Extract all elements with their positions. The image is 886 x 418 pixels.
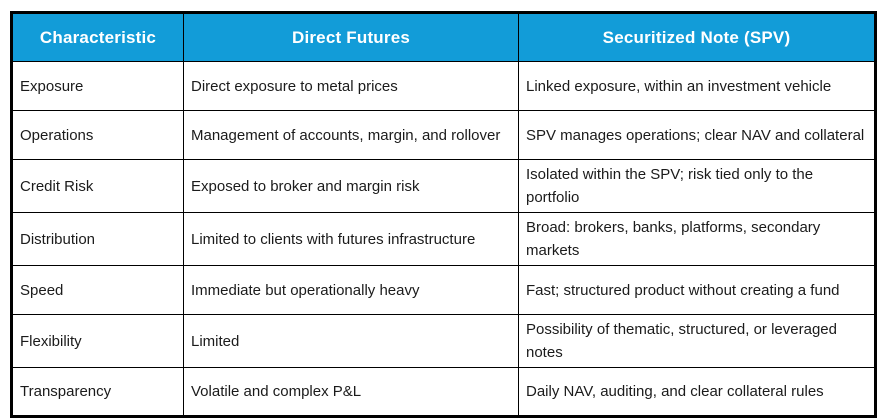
cell-characteristic: Distribution	[11, 212, 184, 266]
cell-direct-futures: Limited	[183, 314, 519, 368]
cell-securitized-note: Isolated within the SPV; risk tied only …	[518, 159, 876, 213]
cell-characteristic: Exposure	[11, 61, 184, 111]
header-cell-direct-futures: Direct Futures	[183, 12, 519, 62]
cell-characteristic: Speed	[11, 265, 184, 315]
header-cell-characteristic: Characteristic	[11, 12, 184, 62]
header-row: Characteristic Direct Futures Securitize…	[11, 12, 876, 62]
cell-direct-futures: Limited to clients with futures infrastr…	[183, 212, 519, 266]
comparison-table-container: Characteristic Direct Futures Securitize…	[10, 11, 877, 418]
table-row: Distribution Limited to clients with futu…	[11, 212, 876, 266]
table-row: Exposure Direct exposure to metal prices L…	[11, 61, 876, 111]
table-body: Exposure Direct exposure to metal prices L…	[11, 61, 876, 417]
table-row: Speed Immediate but operationally heavy Fa…	[11, 265, 876, 315]
comparison-table: Characteristic Direct Futures Securitize…	[10, 11, 877, 418]
cell-direct-futures: Immediate but operationally heavy	[183, 265, 519, 315]
cell-characteristic: Flexibility	[11, 314, 184, 368]
cell-securitized-note: Daily NAV, auditing, and clear collatera…	[518, 367, 876, 417]
cell-securitized-note: Linked exposure, within an investment ve…	[518, 61, 876, 111]
cell-direct-futures: Volatile and complex P&L	[183, 367, 519, 417]
cell-characteristic: Transparency	[11, 367, 184, 417]
table-row: Credit Risk Exposed to broker and margin …	[11, 159, 876, 213]
cell-characteristic: Credit Risk	[11, 159, 184, 213]
cell-direct-futures: Direct exposure to metal prices	[183, 61, 519, 111]
cell-direct-futures: Management of accounts, margin, and roll…	[183, 110, 519, 160]
table-header: Characteristic Direct Futures Securitize…	[11, 12, 876, 62]
table-row: Flexibility Limited Possibility of themati…	[11, 314, 876, 368]
cell-direct-futures: Exposed to broker and margin risk	[183, 159, 519, 213]
cell-securitized-note: Broad: brokers, banks, platforms, second…	[518, 212, 876, 266]
cell-securitized-note: Fast; structured product without creatin…	[518, 265, 876, 315]
cell-characteristic: Operations	[11, 110, 184, 160]
table-row: Transparency Volatile and complex P&L Dail…	[11, 367, 876, 417]
table-row: Operations Management of accounts, margin…	[11, 110, 876, 160]
cell-securitized-note: SPV manages operations; clear NAV and co…	[518, 110, 876, 160]
cell-securitized-note: Possibility of thematic, structured, or …	[518, 314, 876, 368]
header-cell-securitized-note: Securitized Note (SPV)	[518, 12, 876, 62]
